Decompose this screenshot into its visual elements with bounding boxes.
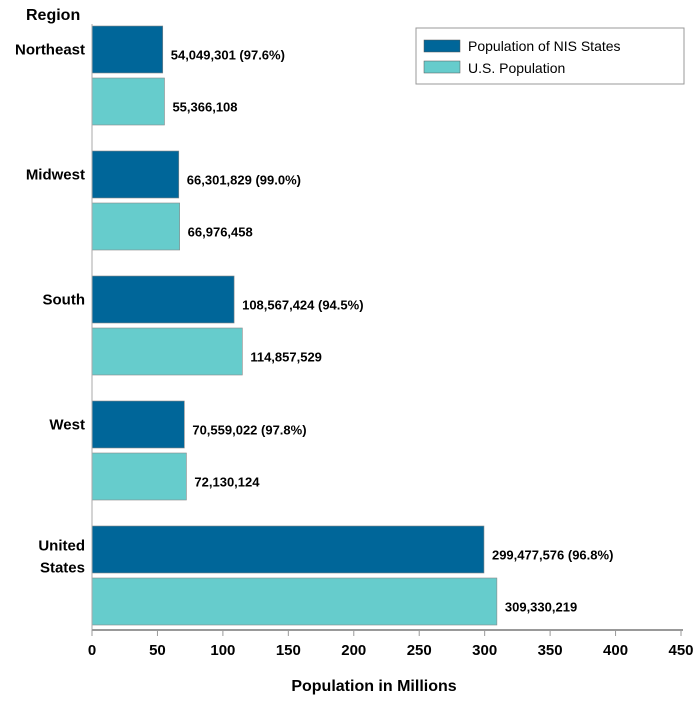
x-tick-label: 0 xyxy=(88,642,96,659)
x-tick-label: 150 xyxy=(276,642,301,659)
bar-us-0 xyxy=(91,77,165,126)
x-tick-label: 350 xyxy=(538,642,563,659)
data-label: 70,559,022 (97.8%) xyxy=(192,423,306,438)
bar-nis-0 xyxy=(91,25,164,74)
x-tick-label: 450 xyxy=(668,642,693,659)
bar-nis-2 xyxy=(91,275,235,324)
y-axis-title: Region xyxy=(26,7,80,24)
data-label: 66,976,458 xyxy=(188,225,253,240)
legend-box xyxy=(415,27,685,85)
bar-us-3 xyxy=(91,452,187,501)
data-label: 55,366,108 xyxy=(172,100,237,115)
category-label: Northeast xyxy=(15,42,85,59)
bar-nis-1 xyxy=(91,150,180,199)
data-label: 54,049,301 (97.6%) xyxy=(171,48,285,63)
data-label: 72,130,124 xyxy=(194,475,260,490)
bar-us-2 xyxy=(91,327,243,376)
bar-us-1 xyxy=(91,202,180,251)
legend-label-us: U.S. Population xyxy=(468,60,565,76)
category-label: United xyxy=(38,538,85,555)
data-label: 309,330,219 xyxy=(505,600,577,615)
category-label: West xyxy=(49,417,85,434)
category-label: Midwest xyxy=(26,167,85,184)
x-tick-label: 100 xyxy=(210,642,235,659)
x-tick-label: 200 xyxy=(341,642,366,659)
data-label: 108,567,424 (94.5%) xyxy=(242,298,363,313)
legend-swatch-nis xyxy=(423,39,461,53)
legend-label-nis: Population of NIS States xyxy=(468,38,621,54)
data-label: 299,477,576 (96.8%) xyxy=(492,548,613,563)
legend-swatch-us xyxy=(423,60,461,74)
x-tick-label: 400 xyxy=(603,642,628,659)
x-tick-label: 250 xyxy=(407,642,432,659)
data-label: 114,857,529 xyxy=(250,350,322,365)
category-label: States xyxy=(40,560,85,577)
legend: Population of NIS States U.S. Population xyxy=(415,27,685,85)
bar-us-4 xyxy=(91,577,498,626)
data-label: 66,301,829 (99.0%) xyxy=(187,173,301,188)
x-tick-label: 300 xyxy=(472,642,497,659)
category-label: South xyxy=(43,292,86,309)
bar-nis-3 xyxy=(91,400,185,449)
x-tick-label: 50 xyxy=(149,642,166,659)
bar-nis-4 xyxy=(91,525,485,574)
x-axis-title: Population in Millions xyxy=(291,678,456,695)
